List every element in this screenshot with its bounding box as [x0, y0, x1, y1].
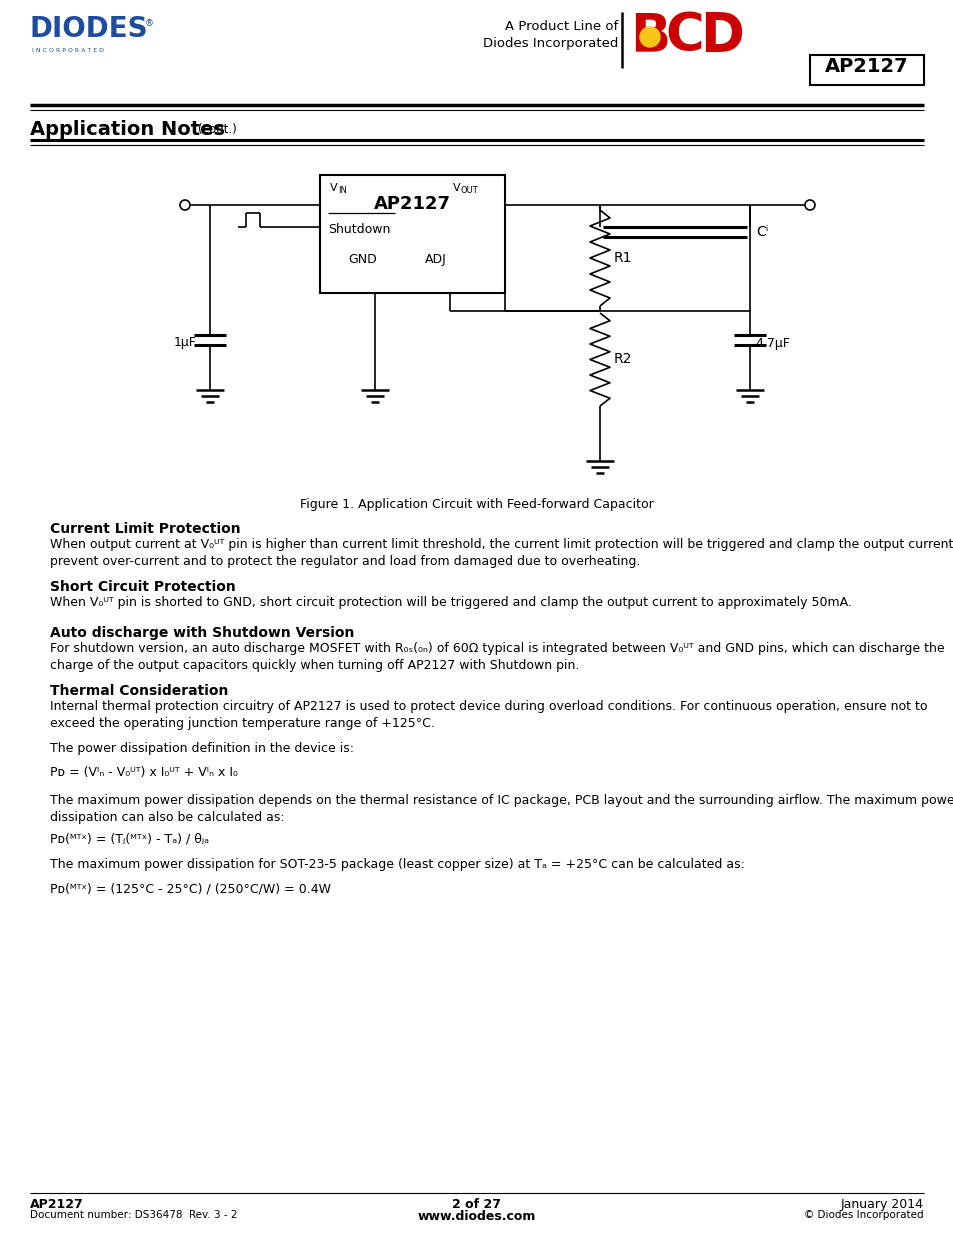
- Text: Thermal Consideration: Thermal Consideration: [50, 684, 228, 698]
- Text: For shutdown version, an auto discharge MOSFET with R₀ₛ(₀ₙ) of 60Ω typical is in: For shutdown version, an auto discharge …: [50, 642, 943, 673]
- Text: Pᴅ(ᴹᵀˣ) = (Tⱼ(ᴹᵀˣ) - Tₐ) / θⱼₐ: Pᴅ(ᴹᵀˣ) = (Tⱼ(ᴹᵀˣ) - Tₐ) / θⱼₐ: [50, 832, 209, 845]
- Text: (cont.): (cont.): [198, 124, 236, 136]
- Text: © Diodes Incorporated: © Diodes Incorporated: [803, 1210, 923, 1220]
- Text: D: D: [700, 10, 743, 62]
- Text: The maximum power dissipation for SOT-23-5 package (least copper size) at Tₐ = +: The maximum power dissipation for SOT-23…: [50, 858, 744, 871]
- Text: 4.7μF: 4.7μF: [754, 337, 789, 350]
- Text: January 2014: January 2014: [841, 1198, 923, 1212]
- Text: Cⁱ: Cⁱ: [755, 225, 767, 240]
- Text: www.diodes.com: www.diodes.com: [417, 1210, 536, 1223]
- Text: 1μF: 1μF: [173, 336, 196, 350]
- Text: R2: R2: [614, 352, 632, 366]
- Text: Short Circuit Protection: Short Circuit Protection: [50, 580, 235, 594]
- Text: The power dissipation definition in the device is:: The power dissipation definition in the …: [50, 742, 354, 755]
- Text: Figure 1. Application Circuit with Feed-forward Capacitor: Figure 1. Application Circuit with Feed-…: [300, 498, 653, 511]
- Text: C: C: [664, 10, 703, 62]
- Text: IN: IN: [337, 186, 347, 195]
- Text: Diodes Incorporated: Diodes Incorporated: [482, 37, 618, 49]
- Text: The maximum power dissipation depends on the thermal resistance of IC package, P: The maximum power dissipation depends on…: [50, 794, 953, 825]
- Text: Shutdown: Shutdown: [328, 224, 390, 236]
- Text: AP2127: AP2127: [824, 57, 908, 77]
- Text: I N C O R P O R A T E D: I N C O R P O R A T E D: [32, 48, 104, 53]
- Text: A Product Line of: A Product Line of: [504, 20, 618, 33]
- Text: Document number: DS36478  Rev. 3 - 2: Document number: DS36478 Rev. 3 - 2: [30, 1210, 237, 1220]
- Text: Application Notes: Application Notes: [30, 120, 225, 140]
- Text: Internal thermal protection circuitry of AP2127 is used to protect device during: Internal thermal protection circuitry of…: [50, 700, 926, 730]
- Text: OUT: OUT: [460, 186, 478, 195]
- Text: V: V: [330, 183, 337, 193]
- Text: ®: ®: [145, 19, 153, 28]
- Text: AP2127: AP2127: [30, 1198, 84, 1212]
- Text: Auto discharge with Shutdown Version: Auto discharge with Shutdown Version: [50, 626, 354, 640]
- Text: When V₀ᵁᵀ pin is shorted to GND, short circuit protection will be triggered and : When V₀ᵁᵀ pin is shorted to GND, short c…: [50, 597, 851, 609]
- Text: GND: GND: [348, 253, 376, 266]
- Text: ADJ: ADJ: [424, 253, 446, 266]
- Text: Current Limit Protection: Current Limit Protection: [50, 522, 240, 536]
- Text: Pᴅ = (Vᴵₙ - V₀ᵁᵀ) x I₀ᵁᵀ + Vᴵₙ x I₀: Pᴅ = (Vᴵₙ - V₀ᵁᵀ) x I₀ᵁᵀ + Vᴵₙ x I₀: [50, 766, 237, 779]
- Text: Pᴅ(ᴹᵀˣ) = (125°C - 25°C) / (250°C/W) = 0.4W: Pᴅ(ᴹᵀˣ) = (125°C - 25°C) / (250°C/W) = 0…: [50, 882, 331, 895]
- Text: AP2127: AP2127: [374, 195, 450, 212]
- Text: B: B: [629, 10, 670, 62]
- Circle shape: [639, 27, 659, 47]
- Bar: [319, 175, 504, 293]
- Text: R1: R1: [614, 251, 632, 266]
- Text: DIODES: DIODES: [30, 15, 149, 43]
- Bar: [809, 56, 923, 85]
- Text: When output current at V₀ᵁᵀ pin is higher than current limit threshold, the curr: When output current at V₀ᵁᵀ pin is highe…: [50, 538, 953, 568]
- Text: V: V: [453, 183, 460, 193]
- Text: 2 of 27: 2 of 27: [452, 1198, 501, 1212]
